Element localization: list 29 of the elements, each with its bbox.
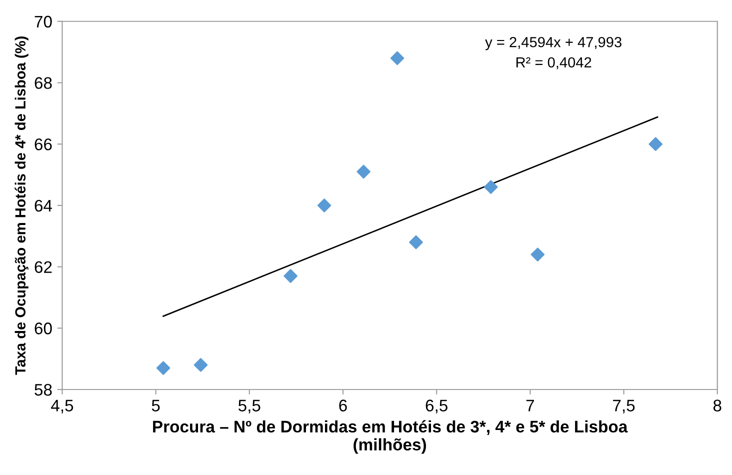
point — [156, 361, 170, 375]
x-tick-label: 7,5 — [613, 400, 635, 414]
y-tick-label: 58 — [34, 384, 52, 396]
point — [194, 358, 208, 372]
point — [484, 180, 498, 194]
x-tick-label: 8 — [713, 400, 722, 412]
x-tick-label: 4,5 — [51, 400, 74, 414]
y-tick-label: 60 — [34, 322, 52, 334]
y-tick-label: 68 — [34, 77, 52, 89]
x-tick-label: 7 — [526, 400, 534, 412]
y-axis-title: Taxa de Ocupação em Hotéis de 4* de Lisboa (%) — [14, 36, 28, 375]
point — [648, 137, 662, 151]
y-tick-label: 70 — [34, 16, 52, 28]
annotation: y = 2,4594x + 47,993 — [485, 36, 622, 50]
x-tick-label: 5,5 — [238, 400, 260, 414]
y-tick-label: 64 — [34, 200, 52, 212]
point — [317, 198, 332, 212]
x-tick-label: 6 — [339, 400, 347, 412]
x-axis-title: Procura – Nº de Dormidas em Hotéis de 3*, 4* e 5* de Lisboa (milhões) — [153, 420, 628, 454]
point — [530, 248, 545, 262]
point — [409, 235, 423, 250]
point — [284, 269, 298, 283]
annotation: R² = 0,4042 — [516, 57, 592, 70]
x-tick-label: 6,5 — [426, 400, 448, 414]
y-tick-label: 62 — [34, 261, 52, 273]
point — [390, 51, 404, 66]
point — [356, 164, 370, 179]
y-tick-label: 66 — [34, 138, 52, 150]
x-tick-label: 5 — [152, 400, 160, 412]
